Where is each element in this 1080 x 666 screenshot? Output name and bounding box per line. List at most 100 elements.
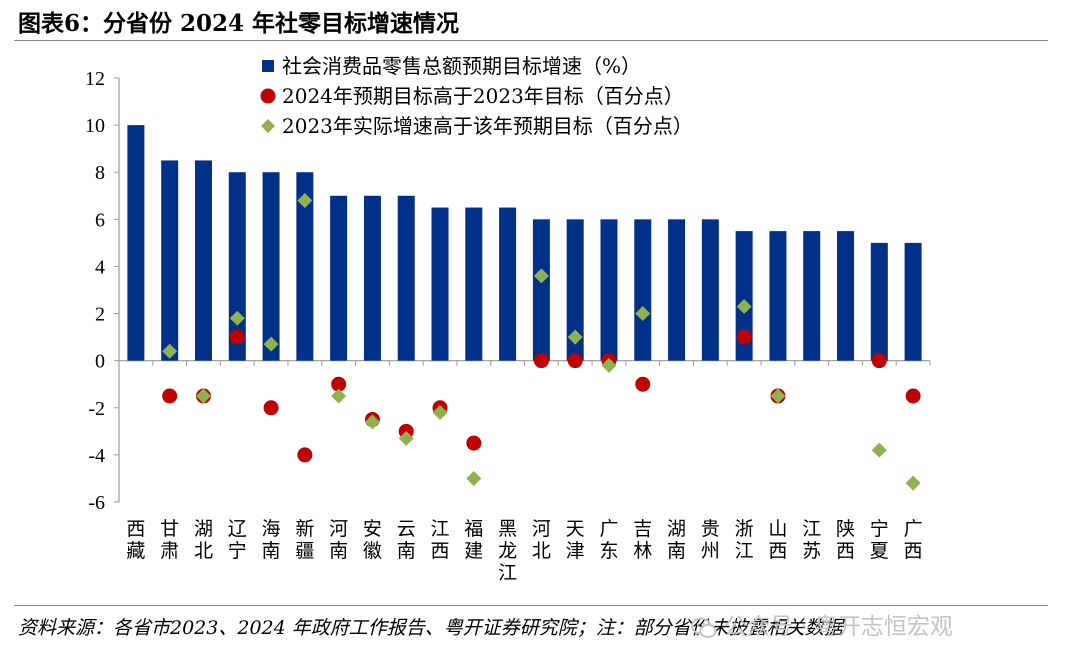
diamond-point	[635, 306, 651, 322]
legend-marker-dot	[260, 88, 276, 104]
y-tick-label: -2	[88, 398, 105, 420]
y-tick-label: 12	[85, 68, 105, 90]
x-tick-label: 天津	[566, 518, 585, 562]
title-divider	[14, 40, 1048, 41]
x-tick-label: 宁夏	[870, 518, 889, 562]
bar-series	[127, 125, 922, 361]
chart: 12 10 8 6 4 2 0 -2 -4 -6 西藏甘肃湖北辽宁海南新疆河南安徽云南江西福建黑龙…	[85, 54, 931, 584]
x-tick-label: 安徽	[363, 518, 382, 562]
footer-divider	[14, 605, 1048, 606]
diamond-point	[331, 388, 347, 404]
diamond-point	[533, 268, 549, 284]
dot-point	[229, 329, 245, 345]
bar	[296, 172, 314, 361]
diamond-point	[364, 414, 380, 430]
bar	[566, 219, 584, 361]
x-tick-label: 陕西	[836, 518, 855, 562]
dot-point	[533, 353, 549, 369]
bar	[194, 160, 212, 361]
x-tick-label: 河北	[532, 518, 551, 562]
bar	[363, 195, 381, 361]
x-tick-label: 海南	[262, 518, 281, 562]
bar	[668, 219, 686, 361]
bar	[228, 172, 246, 361]
bar	[803, 231, 821, 361]
x-tick-label: 辽宁	[228, 518, 247, 562]
diamond-point	[263, 336, 279, 352]
bar	[735, 231, 753, 361]
y-tick-label: -6	[88, 492, 105, 514]
legend-marker-bar	[262, 60, 274, 72]
bar	[465, 207, 483, 361]
x-tick-labels: 西藏甘肃湖北辽宁海南新疆河南安徽云南江西福建黑龙江河北天津广东吉林湖南贵州浙江山…	[126, 518, 922, 584]
wechat-icon	[691, 617, 717, 638]
y-tick-label: 10	[85, 115, 105, 137]
y-tick-label: 0	[95, 351, 105, 373]
diamond-point	[398, 430, 414, 446]
diamond-point	[770, 388, 786, 404]
diamond-point	[871, 442, 887, 458]
x-tick-label: 江西	[431, 518, 450, 562]
bar	[499, 207, 517, 361]
diamond-point	[736, 298, 752, 314]
x-tick-label: 广东	[599, 518, 618, 562]
x-tick-label: 河南	[329, 518, 348, 562]
bar	[397, 195, 415, 361]
y-tick-label: 6	[95, 209, 105, 231]
watermark-text: 公众号 · 粤开志恒宏观	[724, 614, 953, 640]
x-tick-label: 广西	[904, 518, 923, 562]
diamond-point	[601, 357, 617, 373]
y-tick-label: 2	[95, 304, 105, 326]
legend-marker-diamond	[261, 119, 275, 133]
dot-point	[905, 388, 921, 404]
diamond-point	[297, 192, 313, 208]
bar	[600, 219, 618, 361]
x-tick-label: 新疆	[295, 518, 314, 562]
x-tick-label: 福建	[464, 518, 483, 562]
x-tick-label: 甘肃	[160, 518, 179, 562]
x-tick-label: 江苏	[802, 518, 821, 562]
dot-point	[736, 329, 752, 345]
x-tick-label: 云南	[397, 518, 416, 562]
x-tick-label: 黑龙江	[498, 518, 517, 584]
dot-point	[466, 435, 482, 451]
bar	[634, 219, 652, 361]
legend-label: 2024年预期目标高于2023年目标（百分点）	[282, 84, 684, 108]
dot-point	[331, 376, 347, 392]
legend-label: 社会消费品零售总额预期目标增速（%）	[282, 54, 641, 78]
diamond-point	[567, 329, 583, 345]
axes: 12 10 8 6 4 2 0 -2 -4 -6	[85, 68, 931, 514]
dot-point	[263, 400, 279, 416]
bar	[262, 172, 280, 361]
bar	[701, 219, 719, 361]
x-tick-label: 山西	[768, 518, 787, 562]
chart-title: 图表6：分省份 2024 年社零目标增速情况	[18, 10, 460, 37]
y-tick-label: 8	[95, 162, 105, 184]
legend: 社会消费品零售总额预期目标增速（%） 2024年预期目标高于2023年目标（百分点…	[260, 54, 693, 138]
diamond-point	[905, 475, 921, 491]
x-tick-label: 西藏	[126, 518, 145, 562]
y-tick-label: 4	[95, 256, 105, 278]
x-tick-label: 吉林	[633, 518, 652, 562]
bar	[127, 125, 145, 361]
watermark: 公众号 · 粤开志恒宏观	[690, 607, 953, 642]
bar	[769, 231, 787, 361]
dot-point	[635, 376, 651, 392]
diamond-point	[466, 470, 482, 486]
legend-label: 2023年实际增速高于该年预期目标（百分点）	[282, 114, 693, 138]
y-tick-label: -4	[88, 445, 105, 467]
x-tick-label: 浙江	[735, 518, 754, 562]
dot-point	[871, 353, 887, 369]
x-tick-label: 湖北	[194, 518, 213, 562]
diamond-series	[162, 192, 921, 491]
bar	[870, 242, 888, 361]
diamond-point	[229, 310, 245, 326]
diamond-point	[432, 404, 448, 420]
bar	[837, 231, 855, 361]
diamond-point	[162, 343, 178, 359]
bar	[532, 219, 550, 361]
bar	[161, 160, 179, 361]
diamond-point	[195, 388, 211, 404]
x-tick-label: 湖南	[667, 518, 686, 562]
bar	[431, 207, 449, 361]
